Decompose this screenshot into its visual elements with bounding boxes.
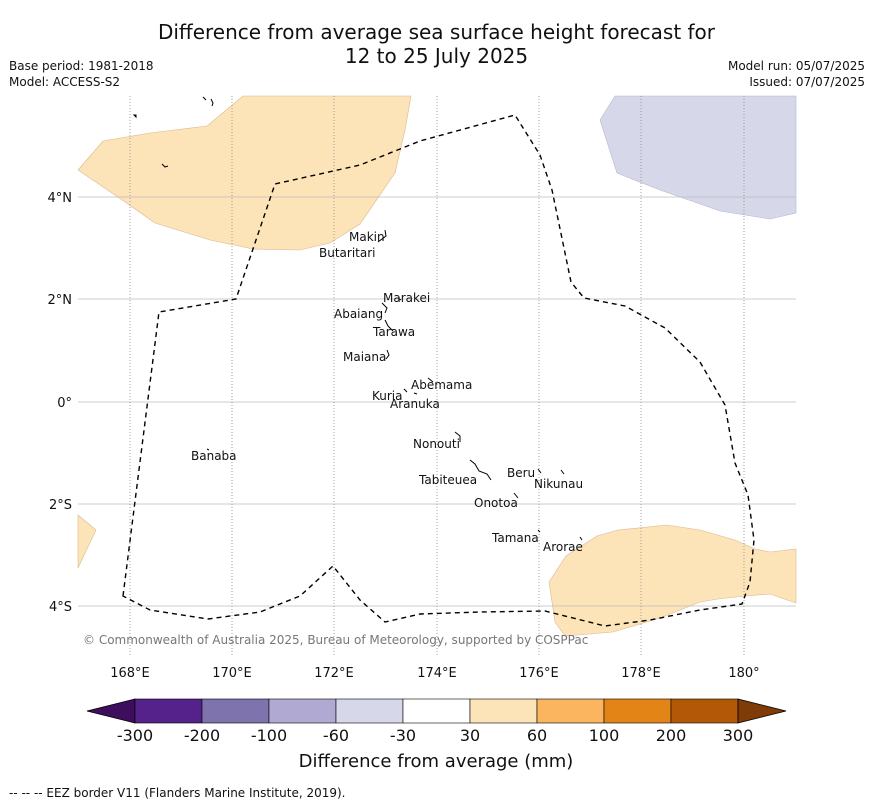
island-shape-abemama — [427, 377, 434, 383]
island-label-butaritari: Butaritari — [319, 246, 376, 260]
colorbar-title: Difference from average (mm) — [299, 751, 574, 772]
colorbar-tick-label: 60 — [527, 726, 547, 745]
island-label-kuria: Kuria — [372, 389, 403, 403]
lon-tick-180: 180° — [728, 666, 759, 681]
island-shape-marakei — [397, 297, 402, 301]
island-shape — [132, 114, 137, 119]
island-shape — [202, 96, 214, 107]
colorbar-tick-label: -100 — [251, 726, 287, 745]
island-label-arorae: Arorae — [543, 540, 583, 554]
base-period-label: Base period: 1981-2018 — [9, 59, 154, 73]
lon-tick-labels: 168°E 170°E 172°E 174°E 176°E 178°E 180° — [110, 666, 759, 681]
colorbar-segment — [201, 698, 270, 724]
colorbar-segment — [268, 698, 337, 724]
lat-tick-2s: 2°S — [49, 498, 72, 513]
island-shape-abaiang — [381, 302, 388, 314]
colorbar-tick-label: 200 — [656, 726, 687, 745]
colorbar-tick-labels: -300 -200 -100 -60 -30 30 60 100 200 300 — [117, 726, 753, 745]
lon-tick-172e: 172°E — [314, 666, 354, 681]
island-label-abemama: Abemama — [411, 378, 472, 392]
lat-tick-0: 0° — [57, 396, 72, 411]
meta-right: Model run: 05/07/2025 Issued: 07/07/2025 — [728, 58, 865, 90]
map-title: Difference from average sea surface heig… — [0, 20, 873, 68]
colorbar-segment — [402, 698, 471, 724]
model-label: Model: ACCESS-S2 — [9, 75, 121, 89]
colorbar-tick-label: 30 — [460, 726, 480, 745]
anomaly-region-west-positive — [77, 514, 97, 569]
colorbar-segment — [536, 698, 605, 724]
colorbar-tick-label: -30 — [390, 726, 416, 745]
colorbar-tick-label: -300 — [117, 726, 153, 745]
island-label-makin: Makin — [349, 230, 385, 244]
model-run-label: Model run: 05/07/2025 — [727, 59, 865, 73]
eez-footnote: -- -- -- EEZ border V11 (Flanders Marine… — [9, 786, 346, 800]
island-shape-beru — [537, 468, 542, 474]
island-shape-banaba — [206, 448, 210, 451]
meridians — [129, 96, 745, 656]
lon-tick-168e: 168°E — [110, 666, 150, 681]
meta-left: Base period: 1981-2018 Model: ACCESS-S2 — [9, 58, 154, 90]
lon-tick-170e: 170°E — [212, 666, 252, 681]
colorbar-extend-low — [86, 698, 136, 724]
title-line-2: 12 to 25 July 2025 — [344, 44, 529, 68]
island-label-beru: Beru — [507, 466, 535, 480]
island-shape-tarawa — [384, 319, 394, 332]
island-shapes — [132, 96, 583, 541]
island-label-tabiteuea: Tabiteuea — [418, 473, 477, 487]
colorbar — [86, 698, 787, 724]
colorbar-segment — [603, 698, 672, 724]
copyright-notice: © Commonwealth of Australia 2025, Bureau… — [83, 633, 588, 647]
island-shape-tabiteuea — [469, 459, 492, 481]
lat-tick-labels: 4°N 2°N 0° 2°S 4°S — [48, 191, 73, 615]
island-label-marakei: Marakei — [383, 291, 430, 305]
island-shape-arorae — [579, 536, 583, 541]
island-label-aranuka: Aranuka — [390, 397, 440, 411]
issued-label: Issued: 07/07/2025 — [749, 75, 865, 89]
island-shape-kuria — [403, 388, 418, 395]
lon-tick-176e: 176°E — [519, 666, 559, 681]
anomaly-region-north-positive — [77, 95, 412, 251]
colorbar-extend-high — [737, 698, 787, 724]
colorbar-segment — [134, 698, 203, 724]
anomaly-region-southeast-positive — [548, 524, 797, 637]
island-shape-nonouti — [454, 431, 461, 442]
lat-tick-4s: 4°S — [49, 600, 72, 615]
colorbar-tick-label: -200 — [184, 726, 220, 745]
lat-tick-2n: 2°N — [48, 293, 73, 308]
lat-tick-4n: 4°N — [48, 191, 73, 206]
island-shape-onotoa — [513, 492, 519, 499]
eez-border — [122, 114, 755, 627]
island-label-onotoa: Onotoa — [474, 496, 518, 510]
island-label-tamana: Tamana — [491, 531, 539, 545]
title-line-1: Difference from average sea surface heig… — [157, 20, 716, 44]
island-label-nonouti: Nonouti — [413, 437, 460, 451]
island-label-abaiang: Abaiang — [334, 307, 383, 321]
colorbar-tick-label: -60 — [323, 726, 349, 745]
colorbar-tick-label: 100 — [589, 726, 620, 745]
lon-tick-174e: 174°E — [417, 666, 457, 681]
island-labels: Makin Butaritari Marakei Abaiang Tarawa … — [191, 230, 583, 554]
lon-tick-178e: 178°E — [621, 666, 661, 681]
island-shape-tamana — [537, 529, 541, 533]
island-shape-nikunau — [560, 469, 565, 475]
island-shape-maiana — [385, 349, 390, 360]
island-label-nikunau: Nikunau — [534, 477, 583, 491]
island-label-maiana: Maiana — [343, 350, 386, 364]
colorbar-tick-label: 300 — [723, 726, 754, 745]
island-label-banaba: Banaba — [191, 449, 237, 463]
colorbar-segment — [469, 698, 538, 724]
map-panel: Makin Butaritari Marakei Abaiang Tarawa … — [77, 95, 797, 656]
island-shape — [161, 163, 169, 168]
colorbar-segment — [670, 698, 739, 724]
island-shape-makin — [377, 229, 387, 243]
colorbar-segment — [335, 698, 404, 724]
island-label-tarawa: Tarawa — [372, 325, 415, 339]
anomaly-region-northeast-negative — [599, 95, 797, 220]
